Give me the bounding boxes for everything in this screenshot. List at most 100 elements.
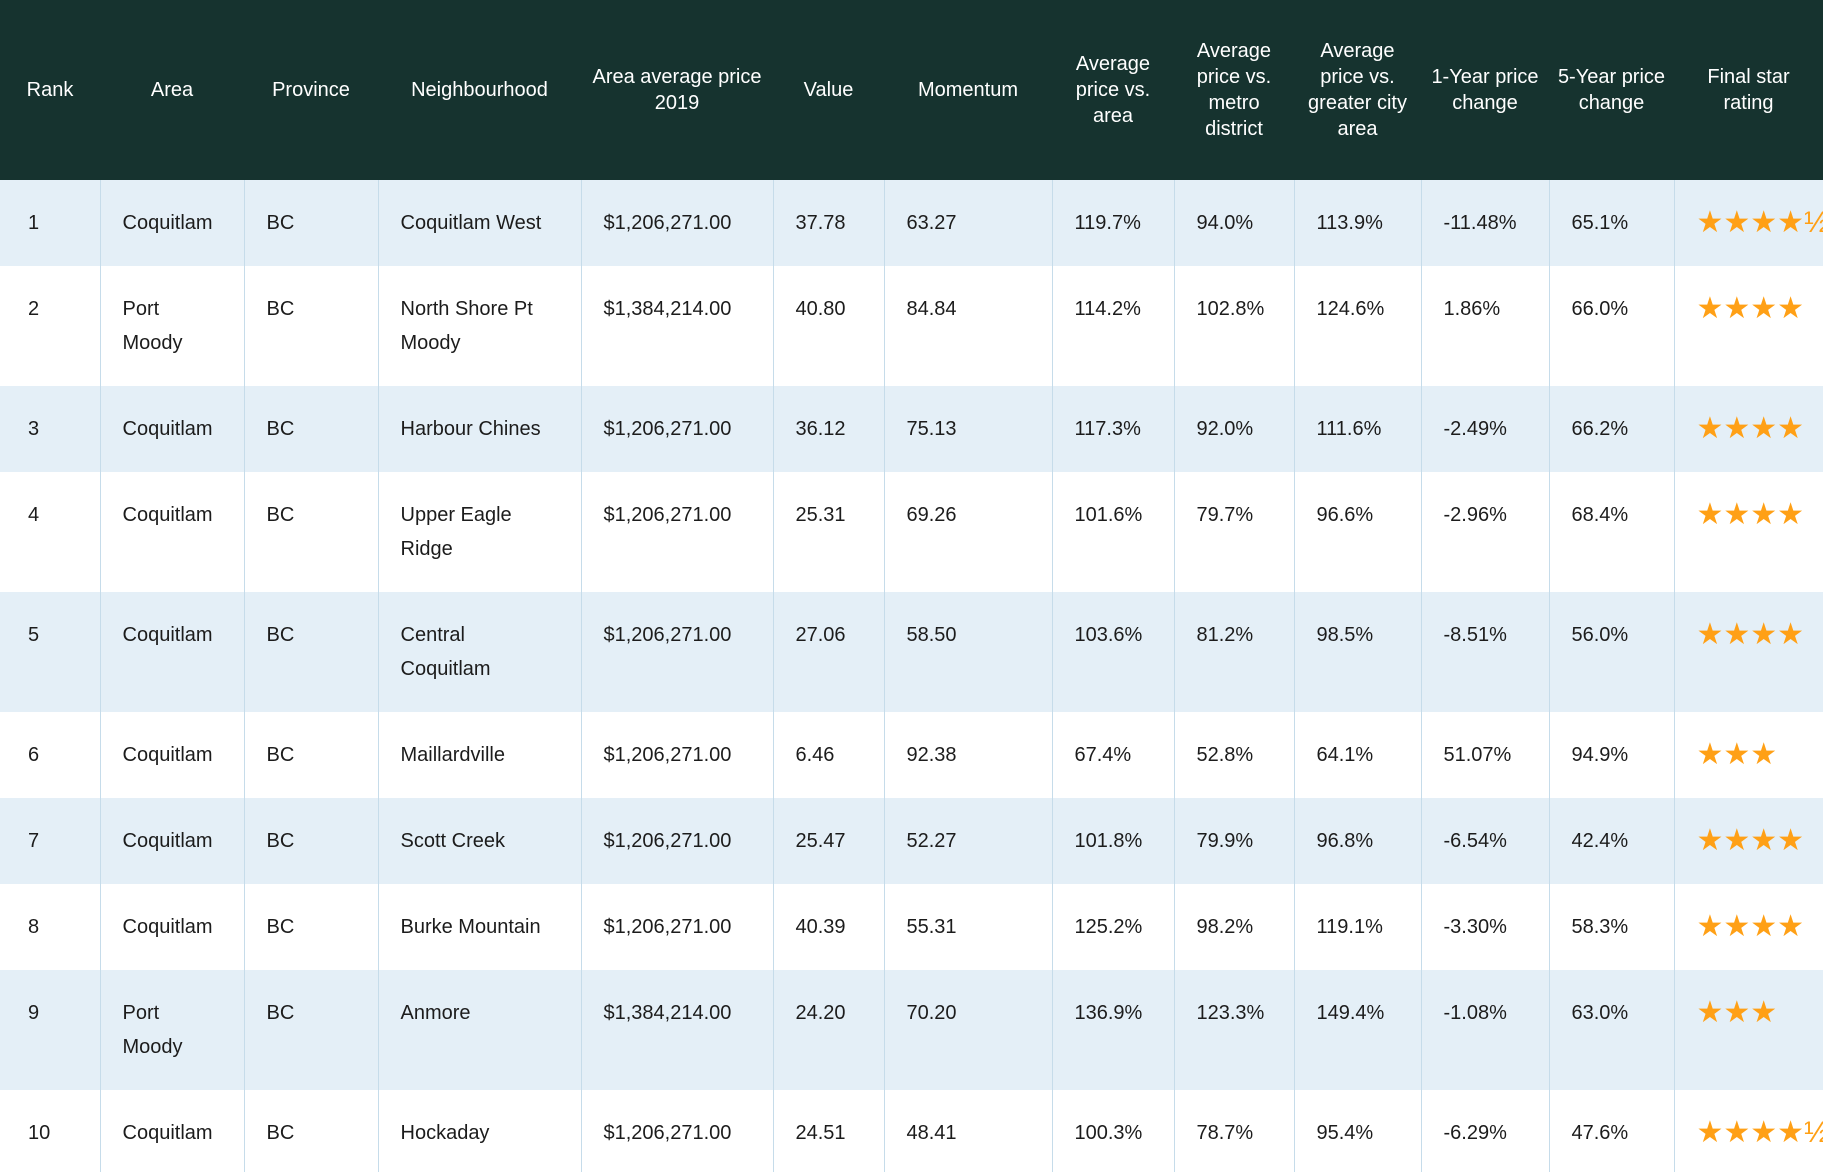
cell-stars: ★★★★ [1673, 472, 1823, 592]
table-row: 2 Port Moody BC North Shore Pt Moody $1,384,… [0, 266, 1823, 386]
cell-province: BC [243, 1090, 378, 1172]
cell-value: 27.06 [772, 592, 884, 712]
cell-province: BC [243, 386, 378, 472]
cell-value: 25.47 [772, 798, 884, 884]
cell-province: BC [243, 712, 378, 798]
column-header-momentum[interactable]: Momentum [884, 0, 1052, 180]
cell-neighbourhood: North Shore Pt Moody [377, 266, 581, 386]
cell-province: BC [243, 180, 378, 266]
cell-avg-price-vs-metro: 102.8% [1173, 266, 1294, 386]
table-row: 7 Coquitlam BC Scott Creek $1,206,271.00 25.4… [0, 798, 1823, 884]
cell-5-year-change: 42.4% [1548, 798, 1674, 884]
cell-area: Port Moody [99, 266, 244, 386]
cell-avg-price-2019: $1,206,271.00 [580, 1090, 773, 1172]
cell-avg-price-2019: $1,384,214.00 [580, 970, 773, 1090]
cell-province: BC [243, 592, 378, 712]
cell-avg-price-vs-metro: 78.7% [1173, 1090, 1294, 1172]
cell-value: 40.80 [772, 266, 884, 386]
column-header-avg-price-vs-area[interactable]: Average price vs. area [1052, 0, 1174, 180]
cell-neighbourhood: Maillardville [377, 712, 581, 798]
cell-avg-price-vs-metro: 98.2% [1173, 884, 1294, 970]
cell-momentum: 75.13 [883, 386, 1052, 472]
column-header-final-star-rating[interactable]: Final star rating [1674, 0, 1823, 180]
column-header-neighbourhood[interactable]: Neighbourhood [378, 0, 581, 180]
column-header-area[interactable]: Area [100, 0, 244, 180]
cell-avg-price-2019: $1,206,271.00 [580, 798, 773, 884]
cell-momentum: 63.27 [883, 180, 1052, 266]
cell-neighbourhood: Scott Creek [377, 798, 581, 884]
cell-stars: ★★★★½ [1673, 1090, 1823, 1172]
table-row: 4 Coquitlam BC Upper Eagle Ridge $1,206,271.… [0, 472, 1823, 592]
cell-1-year-change: -3.30% [1420, 884, 1549, 970]
cell-avg-price-2019: $1,384,214.00 [580, 266, 773, 386]
cell-avg-price-vs-metro: 79.9% [1173, 798, 1294, 884]
cell-value: 40.39 [772, 884, 884, 970]
table-row: 6 Coquitlam BC Maillardville $1,206,271.00 6.… [0, 712, 1823, 798]
cell-avg-price-vs-area: 101.8% [1051, 798, 1174, 884]
cell-area: Coquitlam [99, 592, 244, 712]
cell-area: Coquitlam [99, 472, 244, 592]
cell-avg-price-vs-area: 119.7% [1051, 180, 1174, 266]
table-row: 9 Port Moody BC Anmore $1,384,214.00 24.20 70.… [0, 970, 1823, 1090]
cell-avg-price-vs-greater: 64.1% [1293, 712, 1421, 798]
cell-avg-price-vs-area: 136.9% [1051, 970, 1174, 1090]
cell-rank: 5 [0, 592, 100, 712]
header-row: Rank Area Province Neighbourhood Area av… [0, 0, 1823, 180]
cell-momentum: 92.38 [883, 712, 1052, 798]
cell-neighbourhood: Burke Mountain [377, 884, 581, 970]
cell-avg-price-vs-area: 117.3% [1051, 386, 1174, 472]
column-header-1-year-change[interactable]: 1-Year price change [1421, 0, 1549, 180]
cell-1-year-change: -6.29% [1420, 1090, 1549, 1172]
column-header-avg-price-vs-greater[interactable]: Average price vs. greater city area [1294, 0, 1421, 180]
cell-1-year-change: -1.08% [1420, 970, 1549, 1090]
cell-avg-price-vs-metro: 79.7% [1173, 472, 1294, 592]
cell-1-year-change: -2.49% [1420, 386, 1549, 472]
cell-province: BC [243, 884, 378, 970]
cell-avg-price-2019: $1,206,271.00 [580, 884, 773, 970]
cell-stars: ★★★ [1673, 970, 1823, 1090]
cell-stars: ★★★★ [1673, 884, 1823, 970]
table-row: 1 Coquitlam BC Coquitlam West $1,206,271.00 3… [0, 180, 1823, 266]
cell-rank: 8 [0, 884, 100, 970]
table-body: 1 Coquitlam BC Coquitlam West $1,206,271.00 3… [0, 180, 1823, 1172]
cell-momentum: 70.20 [883, 970, 1052, 1090]
table-row: 3 Coquitlam BC Harbour Chines $1,206,271.00 3… [0, 386, 1823, 472]
cell-5-year-change: 63.0% [1548, 970, 1674, 1090]
cell-5-year-change: 94.9% [1548, 712, 1674, 798]
cell-province: BC [243, 266, 378, 386]
cell-avg-price-vs-greater: 96.8% [1293, 798, 1421, 884]
cell-value: 6.46 [772, 712, 884, 798]
cell-rank: 4 [0, 472, 100, 592]
cell-avg-price-vs-area: 125.2% [1051, 884, 1174, 970]
cell-avg-price-vs-metro: 94.0% [1173, 180, 1294, 266]
column-header-5-year-change[interactable]: 5-Year price change [1549, 0, 1674, 180]
column-header-value[interactable]: Value [773, 0, 884, 180]
column-header-avg-price-vs-metro[interactable]: Average price vs. metro district [1174, 0, 1294, 180]
cell-neighbourhood: Hockaday [377, 1090, 581, 1172]
cell-5-year-change: 58.3% [1548, 884, 1674, 970]
cell-avg-price-vs-area: 67.4% [1051, 712, 1174, 798]
cell-stars: ★★★ [1673, 712, 1823, 798]
cell-rank: 2 [0, 266, 100, 386]
cell-5-year-change: 66.0% [1548, 266, 1674, 386]
cell-avg-price-2019: $1,206,271.00 [580, 472, 773, 592]
cell-area: Coquitlam [99, 798, 244, 884]
cell-stars: ★★★★ [1673, 798, 1823, 884]
column-header-province[interactable]: Province [244, 0, 378, 180]
cell-1-year-change: -6.54% [1420, 798, 1549, 884]
cell-stars: ★★★★ [1673, 592, 1823, 712]
column-header-area-average-price[interactable]: Area average price 2019 [581, 0, 773, 180]
cell-area: Coquitlam [99, 180, 244, 266]
cell-avg-price-vs-greater: 111.6% [1293, 386, 1421, 472]
cell-neighbourhood: Harbour Chines [377, 386, 581, 472]
cell-province: BC [243, 472, 378, 592]
column-header-rank[interactable]: Rank [0, 0, 100, 180]
cell-1-year-change: -8.51% [1420, 592, 1549, 712]
cell-5-year-change: 65.1% [1548, 180, 1674, 266]
cell-neighbourhood: Coquitlam West [377, 180, 581, 266]
cell-area: Coquitlam [99, 712, 244, 798]
cell-area: Port Moody [99, 970, 244, 1090]
cell-momentum: 55.31 [883, 884, 1052, 970]
